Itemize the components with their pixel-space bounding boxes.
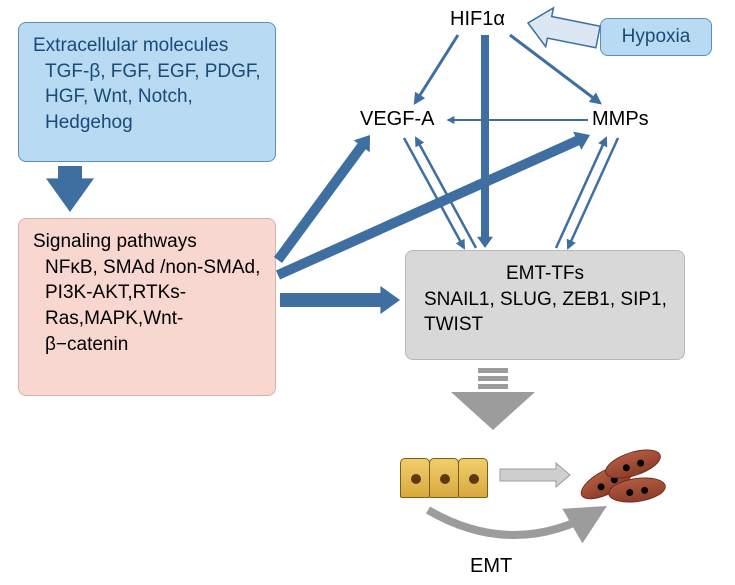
vegfa-label: VEGF-A [360, 108, 434, 131]
hypoxia-label: Hypoxia [622, 24, 691, 50]
emt-label: EMT [470, 555, 512, 578]
extracellular-molecules-box: Extracellular molecules TGF-β, FGF, EGF,… [18, 22, 276, 162]
hypoxia-box: Hypoxia [600, 18, 712, 56]
signaling-body: NFκB, SMAd /non-SMAd, PI3K-AKT,RTKs-Ras,… [33, 255, 261, 358]
signaling-title: Signaling pathways [33, 229, 261, 255]
extracellular-title: Extracellular molecules [33, 33, 261, 59]
extracellular-body: TGF-β, FGF, EGF, PDGF, HGF, Wnt, Notch, … [33, 59, 261, 136]
epithelial-cells [400, 458, 488, 498]
mmps-label: MMPs [592, 108, 649, 131]
hif1a-label: HIF1α [450, 8, 505, 31]
emttfs-title: EMT-TFs [420, 261, 670, 287]
emttfs-body: SNAIL1, SLUG, ZEB1, SIP1, TWIST [420, 287, 670, 338]
emt-tfs-box: EMT-TFs SNAIL1, SLUG, ZEB1, SIP1, TWIST [405, 250, 685, 360]
signaling-pathways-box: Signaling pathways NFκB, SMAd /non-SMAd,… [18, 218, 276, 396]
